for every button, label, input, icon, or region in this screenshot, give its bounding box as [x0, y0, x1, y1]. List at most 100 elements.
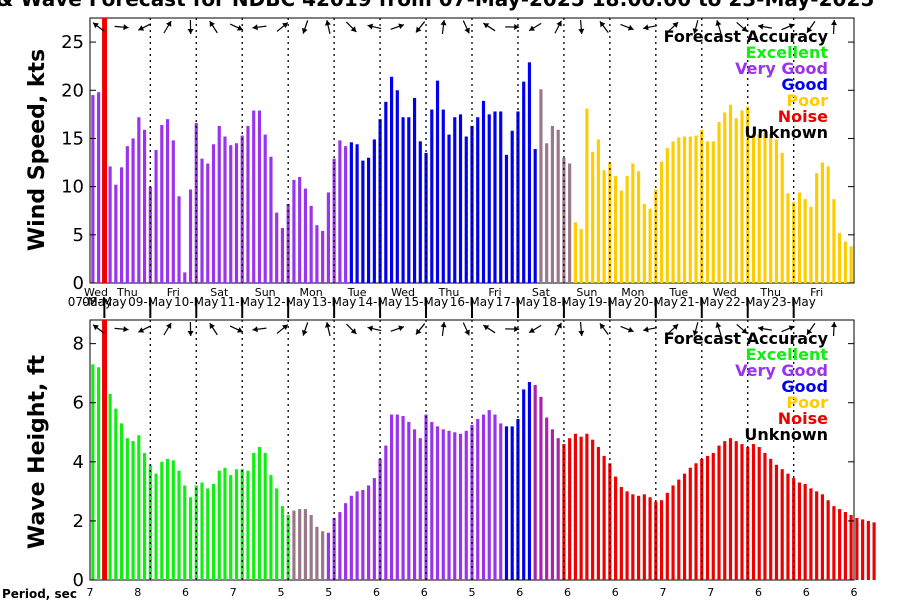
data-bar	[774, 139, 779, 283]
arrow-head	[187, 28, 194, 34]
arrow-head	[123, 24, 129, 31]
data-bar	[637, 495, 641, 580]
data-bar	[866, 520, 870, 580]
data-bar	[591, 151, 595, 283]
data-bar	[435, 80, 440, 283]
day-label: Sun	[576, 286, 597, 299]
data-bar	[275, 488, 279, 580]
data-bar	[125, 438, 129, 580]
arrow-head	[806, 26, 813, 33]
data-bar	[430, 109, 434, 283]
arrow-head	[692, 28, 699, 34]
arrow-head	[715, 20, 722, 26]
direction-arrow	[599, 323, 609, 335]
data-bar	[367, 485, 371, 580]
wind-panel: 0 5 10 15 20 25 Forecast AccuracyExcellentVery…	[61, 17, 855, 318]
data-bar	[131, 441, 135, 580]
data-bar	[642, 203, 646, 283]
data-bar	[206, 488, 210, 580]
data-bar	[390, 76, 394, 283]
data-bar	[298, 177, 302, 283]
arrow-head	[325, 20, 331, 26]
direction-arrow	[528, 324, 542, 334]
data-bar	[619, 486, 623, 580]
data-bar	[642, 494, 646, 580]
data-bar	[637, 171, 641, 283]
direction-arrow	[325, 322, 331, 336]
data-bar	[614, 176, 618, 283]
data-bar	[120, 167, 124, 283]
data-bar	[194, 485, 198, 580]
data-bar	[223, 136, 227, 283]
data-bar	[125, 146, 129, 283]
data-bar	[407, 421, 411, 580]
data-bar	[263, 134, 267, 283]
direction-arrow	[114, 326, 129, 333]
period-value: 7	[230, 586, 237, 599]
wind-ylabel: Wind Speed, kts	[25, 49, 50, 251]
direction-arrow	[440, 321, 447, 337]
arrow-head	[831, 322, 837, 328]
data-bar	[481, 100, 486, 284]
data-bar	[734, 118, 738, 283]
data-bar	[412, 97, 417, 283]
data-bar	[269, 156, 273, 283]
legend-item: Good	[781, 377, 828, 396]
data-bar	[234, 143, 239, 283]
data-bar	[625, 491, 629, 580]
direction-arrow	[345, 21, 357, 33]
data-bar	[809, 206, 813, 283]
data-bar	[723, 112, 727, 283]
direction-arrow	[187, 321, 194, 337]
data-bar	[97, 92, 101, 283]
data-bar	[412, 429, 417, 580]
day-label: Fri	[167, 286, 180, 299]
data-bar	[510, 426, 514, 580]
direction-arrow	[554, 322, 562, 336]
data-bar	[435, 426, 440, 580]
arrow-head	[237, 25, 243, 31]
arrow-head	[209, 323, 215, 329]
arrow-head	[237, 327, 243, 333]
data-bar	[815, 491, 819, 580]
data-bar	[384, 445, 388, 580]
data-bar	[499, 423, 503, 580]
arrow-head	[627, 24, 634, 31]
data-bar	[665, 492, 669, 580]
data-bar	[573, 433, 577, 580]
data-bar	[516, 418, 520, 580]
arrow-head	[672, 22, 679, 28]
arrow-head	[123, 326, 129, 333]
data-bar	[734, 441, 738, 580]
direction-arrow	[276, 324, 289, 334]
data-bar	[510, 130, 514, 283]
data-bar	[200, 158, 204, 283]
direction-arrow	[114, 24, 129, 31]
data-bar	[303, 509, 307, 580]
day-label: Tue	[347, 286, 367, 299]
data-bar	[861, 519, 865, 580]
direction-arrow	[505, 24, 520, 31]
arrow-head	[138, 327, 145, 333]
data-bar	[476, 117, 480, 283]
data-bar	[309, 205, 313, 283]
legend-item: Excellent	[746, 345, 829, 364]
data-bar	[326, 532, 330, 580]
ytick-label: 0	[73, 570, 84, 591]
data-bar	[769, 133, 773, 283]
period-value: 7	[707, 586, 714, 599]
arrow-head	[529, 327, 536, 333]
data-bar	[573, 222, 577, 283]
data-bar	[550, 429, 554, 580]
data-bar	[108, 166, 112, 283]
direction-arrow	[831, 321, 837, 337]
data-bar	[585, 433, 589, 580]
data-bar	[160, 124, 164, 284]
data-bar	[97, 367, 101, 580]
data-bar	[344, 503, 348, 580]
data-bar	[464, 430, 468, 580]
direction-arrow	[252, 24, 267, 31]
ytick-label: 10	[61, 177, 84, 198]
data-bar	[355, 144, 359, 283]
data-bar	[568, 163, 572, 283]
